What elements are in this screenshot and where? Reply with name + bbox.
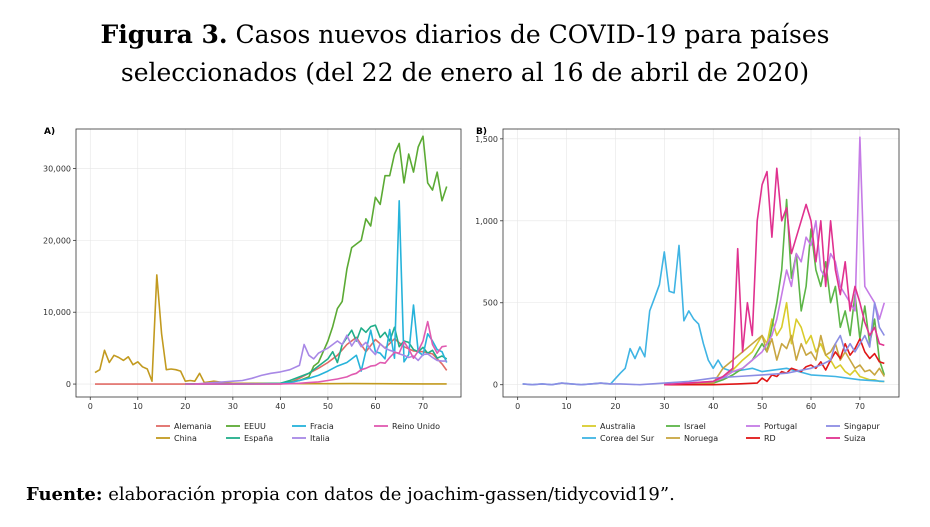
panel-label: A) [44, 127, 55, 137]
x-tick-label: 60 [370, 402, 380, 411]
y-tick-label: 1,000 [475, 217, 498, 226]
legend-item-singapur: Singapur [826, 422, 881, 431]
panel-label: B) [476, 127, 487, 137]
series-line-eeuu [185, 135, 448, 385]
legend-item-corea-del-sur: Corea del Sur [582, 434, 655, 443]
series-line-alemania [95, 336, 448, 385]
legend-item-portugal: Portugal [746, 422, 797, 431]
legend-item-reino-unido: Reino Unido [374, 422, 440, 431]
x-tick-label: 50 [757, 402, 767, 411]
x-tick-label: 70 [418, 402, 428, 411]
y-tick-label: 30,000 [43, 165, 71, 174]
chart-panel-b: B) 0 500 1,000 1,500 0 10 20 30 40 50 60 70 Australia… [475, 127, 900, 443]
figure-title-line-2: seleccionados (del 22 de enero al 16 de … [120, 58, 810, 87]
legend-label: Noruega [684, 434, 718, 443]
chart-panel-a: A) 0 10,000 20,000 30,000 0 10 20 30 40 50 60 70 Alem… [43, 127, 462, 443]
series-line-reino-unido [185, 320, 447, 385]
legend-label: Corea del Sur [600, 434, 655, 443]
legend-label: RD [764, 434, 776, 443]
legend-label: Italia [310, 434, 330, 443]
x-tick-label: 30 [659, 402, 669, 411]
figure-title-line-1: Figura 3. Casos nuevos diarios de COVID-… [0, 16, 930, 54]
legend-label: China [174, 434, 197, 443]
legend-label: España [244, 434, 273, 443]
y-tick-label: 10,000 [43, 308, 71, 317]
legend-item-australia: Australia [582, 422, 635, 431]
legend-item-rd: RD [746, 434, 776, 443]
legend-item-eeuu: EEUU [226, 422, 266, 431]
figure-source: Fuente: elaboración propia con datos de … [26, 484, 675, 505]
plot-frame [75, 128, 462, 398]
y-tick-label: 500 [483, 299, 498, 308]
source-label: Fuente: [26, 484, 103, 505]
legend-item-fracia: Fracia [292, 422, 334, 431]
x-tick-label: 30 [228, 402, 238, 411]
y-tick-label: 0 [66, 380, 71, 389]
legend-label: Reino Unido [392, 422, 440, 431]
figure-title-text: Casos nuevos diarios de COVID-19 para pa… [227, 20, 830, 49]
legend-label: Singapur [844, 422, 881, 431]
y-tick-label: 20,000 [43, 236, 71, 245]
y-tick-label: 1,500 [475, 135, 498, 144]
legend-item-alemania: Alemania [156, 422, 212, 431]
legend-item-suiza: Suiza [826, 434, 866, 443]
figure-title: Figura 3. Casos nuevos diarios de COVID-… [0, 16, 930, 92]
legend-item-italia: Italia [292, 434, 330, 443]
legend-label: Alemania [174, 422, 212, 431]
legend-label: Fracia [310, 422, 334, 431]
legend-item-israel: Israel [666, 422, 706, 431]
series-line-australia [664, 301, 885, 386]
x-tick-label: 0 [88, 402, 93, 411]
legend-label: EEUU [244, 422, 266, 431]
legend-label: Portugal [764, 422, 797, 431]
legend-item-china: China [156, 434, 197, 443]
y-tick-label: 0 [493, 381, 498, 390]
source-text: elaboración propia con datos de joachim-… [102, 484, 675, 505]
x-tick-label: 70 [855, 402, 865, 411]
x-tick-label: 10 [561, 402, 571, 411]
series-line-israel [664, 198, 886, 386]
plot-frame [502, 128, 900, 398]
series-line-singapur [522, 301, 885, 386]
legend-label: Suiza [844, 434, 866, 443]
x-tick-label: 0 [515, 402, 520, 411]
x-tick-label: 60 [806, 402, 816, 411]
x-tick-label: 50 [323, 402, 333, 411]
legend-item-noruega: Noruega [666, 434, 718, 443]
series-line-portugal [664, 136, 886, 386]
series-line-suiza [664, 167, 885, 386]
legend-item-españa: España [226, 434, 273, 443]
legend-label: Israel [684, 422, 706, 431]
figure-number: Figura 3. [100, 20, 228, 49]
x-tick-label: 40 [275, 402, 285, 411]
series-line-españa [185, 324, 448, 385]
legend-label: Australia [600, 422, 635, 431]
x-tick-label: 10 [133, 402, 143, 411]
x-tick-label: 20 [610, 402, 620, 411]
x-tick-label: 40 [708, 402, 718, 411]
series-line-noruega [664, 334, 885, 386]
series-line-italia [194, 334, 447, 385]
x-tick-label: 20 [180, 402, 190, 411]
series-line-corea-del-sur [522, 244, 885, 386]
